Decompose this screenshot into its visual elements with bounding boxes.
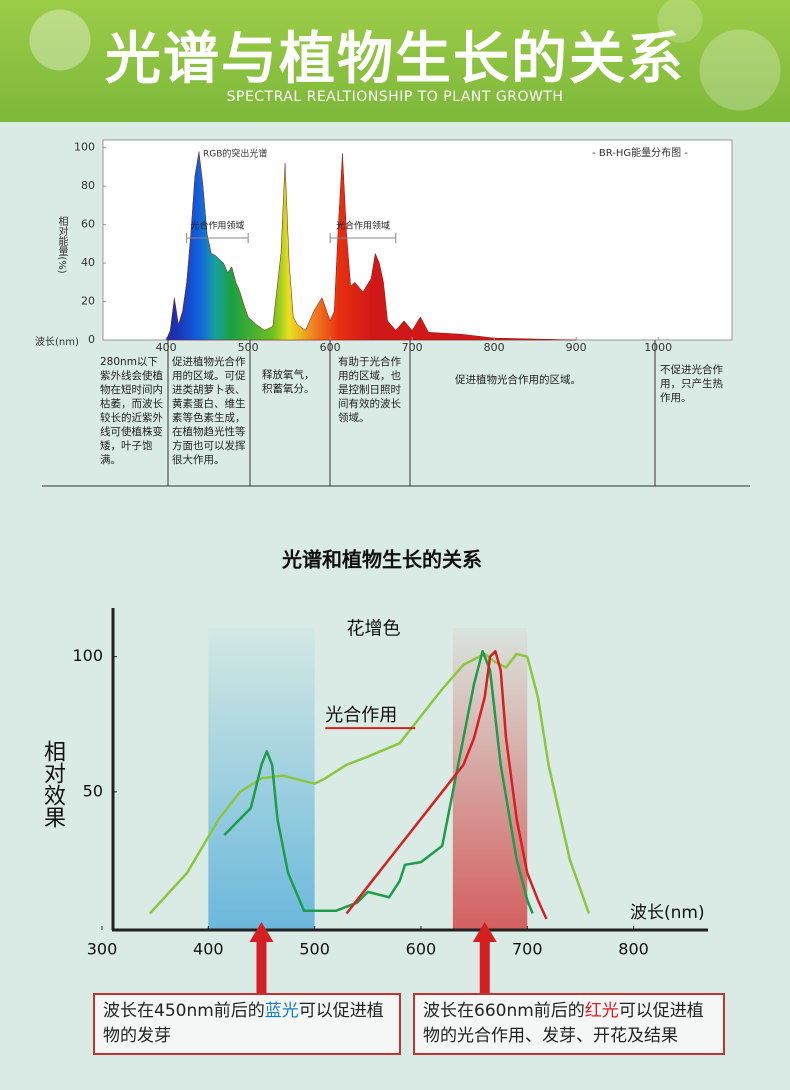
x-tick-label: 500 [238,341,259,354]
note: 释放氧气，积蓄氧分。 [262,369,315,395]
y-tick-label: 0 [88,333,95,346]
callout-text: 红光 [584,1001,619,1021]
note-dividers [42,340,750,487]
y-axis-label: 相对能量(%) [56,215,68,274]
y-tick-label: 60 [81,218,95,231]
x-tick-label: 600 [406,940,437,959]
region-label: 光合作用领域 [190,220,244,232]
x-tick-label: 800 [618,940,649,959]
page-subtitle: SPECTRAL REALTIONSHIP TO PLANT GROWTH [226,89,564,105]
callout-text: 蓝光 [264,1001,299,1021]
legend-note: - BR-HG能量分布图 - [592,146,688,159]
arrow [249,922,274,993]
effect-line [148,652,591,915]
note: 促进植物光合作用的区域。可促进类胡萝卜表、黄素蛋白、维生素等色素生成，在植物趋光… [172,356,246,466]
x-axis-label: 波长(nm) [630,903,705,923]
y-axis-label: 相对效果 [40,740,66,828]
y-tick-label: 80 [81,179,95,192]
callout-text: 波长在450nm前后的 [103,1001,265,1021]
callout-text: 波长在660nm前后的 [423,1001,585,1021]
note: 促进植物光合作用的区域。 [455,374,581,386]
chart-title: 光谱和植物生长的关系 [281,548,482,572]
x-tick-label: 700 [402,341,423,354]
note: 不促进光合作用，只产生热作用。 [660,364,723,404]
callout-text: 可以促进植物的发芽 [103,1001,384,1046]
page-title: 光谱与植物生长的关系 [105,27,685,92]
effect-line [345,650,548,920]
y-tick-label: 40 [81,256,95,269]
x-tick-label: 400 [193,940,224,959]
annotation: 花增色 [347,619,401,640]
x-tick-label: 400 [156,341,177,354]
y-tick-label: 50 [83,781,103,800]
x-tick-label: 600 [320,341,341,354]
annotation: 光合作用 [325,705,397,726]
note: 有助于光合作用的区域，也是控制日照时间有效的波长领域。 [338,356,401,424]
x-axis-label: 波长(nm) [35,335,79,348]
region-label: 光合作用领域 [336,220,390,232]
spectrum-area [165,151,577,341]
note: 280nm以下紫外线会使植物在短时间内枯萎，而波长较长的近紫外线可使植株变矮，叶… [100,356,163,466]
y-tick-label: 20 [81,295,95,308]
header: 光谱与植物生长的关系 SPECTRAL REALTIONSHIP TO PLAN… [0,0,790,122]
callout-text: 可以促进植物的光合作用、发芽、开花及结果 [423,1001,704,1046]
arrow [472,922,497,993]
peak-note: RGB的突出光谱 [203,148,267,160]
x-tick-label: 1000 [644,341,672,354]
callout: 波长在450nm前后的蓝光可以促进植物的发芽 [93,993,401,1055]
x-tick-label: 300 [87,940,118,959]
callout: 波长在660nm前后的红光可以促进植物的光合作用、发芽、开花及结果 [413,993,725,1055]
y-tick-label: 100 [72,646,103,665]
x-tick-label: 900 [566,341,587,354]
y-tick-label: 100 [74,141,95,154]
x-tick-label: 800 [484,341,505,354]
x-tick-label: 500 [299,940,330,959]
x-tick-label: 700 [512,940,543,959]
